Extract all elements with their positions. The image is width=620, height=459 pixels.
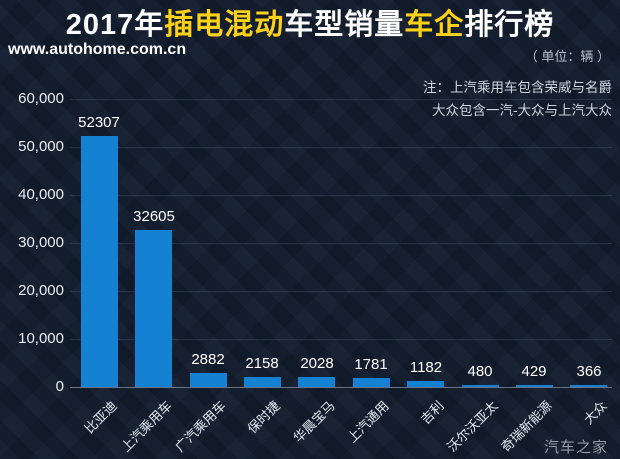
bar-value-label: 429: [521, 363, 547, 380]
bar-奇瑞新能源: [516, 385, 553, 387]
unit-label: （ 单位：辆 ）: [524, 49, 610, 64]
bar-大众: [570, 385, 607, 387]
x-category-label: 吉利: [417, 398, 447, 428]
gridline: [70, 99, 612, 100]
bar-比亚迪: [81, 136, 118, 387]
x-category-label: 比亚迪: [81, 398, 120, 437]
bar-上汽通用: [353, 378, 390, 387]
title-segment: 2017年: [65, 9, 165, 41]
title-segment: 插电混动: [164, 9, 285, 41]
bar-吉利: [407, 381, 444, 387]
x-category-label: 广汽乘用车: [172, 398, 229, 455]
bar-value-label: 480: [467, 363, 493, 380]
x-category-label: 上汽通用: [344, 398, 392, 446]
y-tick-label: 0: [55, 378, 64, 395]
bar-value-label: 1182: [409, 359, 443, 376]
gridline: [70, 147, 612, 148]
bar-value-label: 32605: [133, 208, 175, 225]
title-segment: 车型销量: [284, 9, 405, 41]
x-category-label: 大众: [580, 398, 610, 428]
x-category-label: 保时捷: [244, 398, 283, 437]
bar-value-label: 366: [576, 363, 602, 380]
chart-note-line-2: 大众包含一汽-大众与上汽大众: [432, 103, 612, 118]
y-tick-label: 30,000: [18, 234, 64, 251]
x-category-label: 华晨宝马: [290, 398, 338, 446]
y-tick-label: 60,000: [18, 90, 64, 107]
bar-value-label: 52307: [78, 114, 120, 131]
x-axis-line: [70, 387, 612, 388]
x-category-label: 沃尔沃亚太: [444, 398, 501, 455]
bar-value-label: 2028: [300, 355, 334, 372]
y-tick-label: 10,000: [18, 330, 64, 347]
y-tick-label: 50,000: [18, 138, 64, 155]
bar-上汽乘用车: [135, 230, 172, 387]
bar-保时捷: [244, 377, 281, 387]
bar-value-label: 1781: [354, 356, 388, 373]
x-category-label: 上汽乘用车: [118, 398, 175, 455]
gridline: [70, 195, 612, 196]
bar-广汽乘用车: [190, 373, 227, 387]
page-title: 2017年插电混动车型销量车企排行榜: [0, 1, 620, 43]
bar-沃尔沃亚太: [462, 385, 499, 387]
gridline: [70, 243, 612, 244]
gridline: [70, 291, 612, 292]
bar-value-label: 2882: [191, 351, 225, 368]
bar-华晨宝马: [298, 377, 335, 387]
title-segment: 车企: [404, 9, 465, 41]
bar-value-label: 2158: [245, 355, 279, 372]
y-tick-label: 20,000: [18, 282, 64, 299]
gridline: [70, 339, 612, 340]
y-tick-label: 40,000: [18, 186, 64, 203]
brand-logo: 汽车之家: [543, 439, 608, 456]
chart-note-line-1: 注：上汽乘用车包含荣威与名爵: [423, 80, 612, 95]
title-segment: 排行榜: [464, 9, 555, 41]
site-watermark: www.autohome.com.cn: [8, 41, 187, 58]
